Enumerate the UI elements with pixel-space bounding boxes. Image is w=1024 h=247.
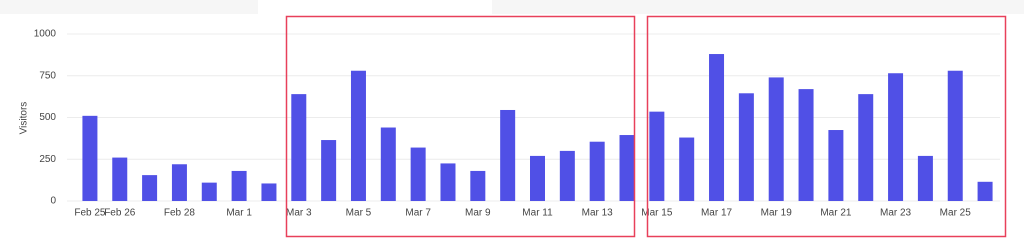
bar (768, 77, 784, 201)
bar (142, 175, 158, 201)
highlight-box (285, 15, 636, 238)
y-tick-label: 1000 (34, 29, 57, 40)
bar (649, 111, 665, 201)
bar (291, 94, 307, 201)
bar (917, 155, 933, 201)
x-tick-label: Mar 19 (761, 208, 793, 219)
x-tick-label: Mar 11 (522, 208, 553, 219)
bar (828, 130, 844, 201)
bar (559, 150, 575, 201)
header-strip (0, 0, 258, 14)
y-tick-label: 750 (39, 70, 56, 81)
bar (231, 170, 247, 201)
highlight-box (646, 15, 1007, 238)
x-tick-label: Mar 13 (582, 208, 614, 219)
x-tick-label: Mar 25 (940, 208, 972, 219)
bar (679, 137, 695, 201)
y-tick-label: 250 (39, 154, 56, 165)
y-axis-label: Visitors (19, 102, 30, 135)
bar (82, 115, 98, 201)
bar (947, 70, 963, 202)
bar (530, 155, 545, 201)
x-tick-label: Mar 23 (880, 208, 912, 219)
bar (738, 93, 754, 201)
x-tick-label: Mar 3 (286, 208, 312, 219)
x-tick-label: Feb 25 (74, 208, 106, 219)
bar (589, 141, 605, 201)
x-tick-label: Mar 7 (405, 208, 431, 219)
x-tick-label: Feb 26 (104, 208, 136, 219)
bar (261, 183, 277, 201)
x-tick-label: Mar 1 (226, 208, 252, 219)
bar (709, 54, 725, 201)
x-tick-label: Mar 21 (820, 208, 852, 219)
bar (798, 89, 814, 201)
x-tick-label: Feb 28 (164, 208, 196, 219)
x-tick-label: Mar 5 (346, 208, 372, 219)
bar (888, 73, 904, 201)
y-tick-label: 0 (50, 196, 56, 207)
y-tick-label: 500 (39, 112, 56, 123)
bar (380, 127, 396, 201)
bar (201, 182, 217, 201)
bar (112, 157, 128, 201)
bar (321, 140, 337, 201)
x-tick-label: Mar 15 (641, 208, 673, 219)
header-strip (492, 0, 1024, 14)
bar (440, 163, 456, 201)
bar (470, 170, 486, 201)
x-tick-label: Mar 17 (701, 208, 733, 219)
x-tick-label: Mar 9 (465, 208, 491, 219)
bar (171, 164, 187, 201)
bar (619, 135, 635, 201)
bar (410, 147, 426, 201)
bar (858, 94, 874, 201)
bar (350, 70, 366, 202)
bar (977, 181, 993, 201)
bar (500, 109, 516, 201)
